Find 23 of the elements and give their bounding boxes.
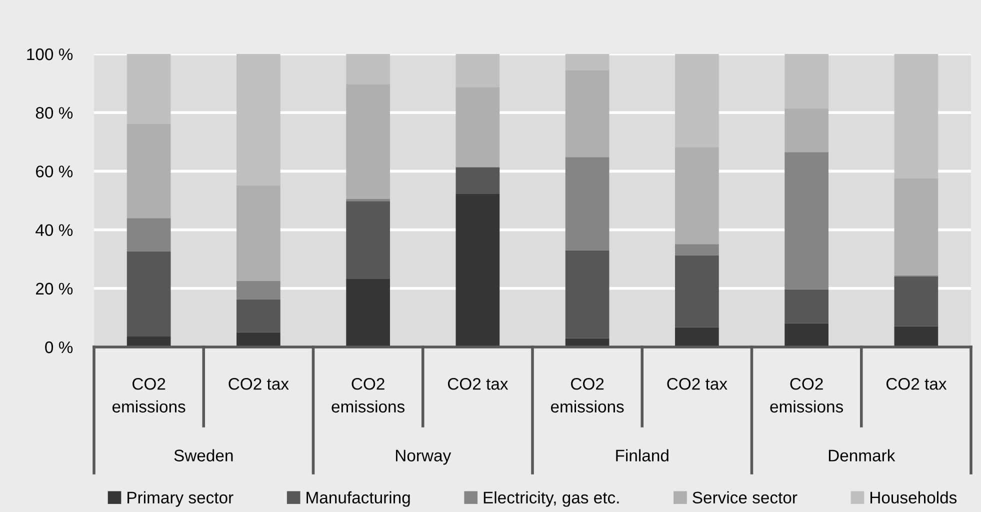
x-tick-label: CO2 emissions xyxy=(770,378,844,413)
text: Norway xyxy=(396,450,452,465)
y-tick-label: 20 % xyxy=(36,282,73,295)
legend-label: Households xyxy=(870,491,957,504)
legend-label: Manufacturing xyxy=(306,491,410,507)
legend-label: Electricity, gas etc. xyxy=(484,491,619,507)
x-tick-label: CO2 emissions xyxy=(332,378,405,413)
y-tick-label: 0 % xyxy=(45,341,73,354)
x-tick-label: CO2 tax xyxy=(667,378,728,390)
y-tick-label: 60 % xyxy=(36,166,73,178)
text: Sweden xyxy=(174,449,233,462)
y-tick-label: 100 % xyxy=(27,48,73,60)
x-tick-label: CO2 emissions xyxy=(550,378,624,413)
legend-label: Service sector xyxy=(692,491,798,504)
x-tick-label: CO2 tax xyxy=(228,378,289,390)
x-tick-label: CO2 emissions xyxy=(112,378,186,413)
text: Denmark xyxy=(828,449,896,462)
x-tick-label: CO2 tax xyxy=(886,378,947,390)
legend-label: Primary sector xyxy=(128,491,234,507)
y-tick-label: 40 % xyxy=(36,224,73,236)
x-tick-label: CO2 tax xyxy=(448,378,508,390)
text: Finland xyxy=(616,449,668,462)
y-tick-label: 80 % xyxy=(36,107,73,119)
